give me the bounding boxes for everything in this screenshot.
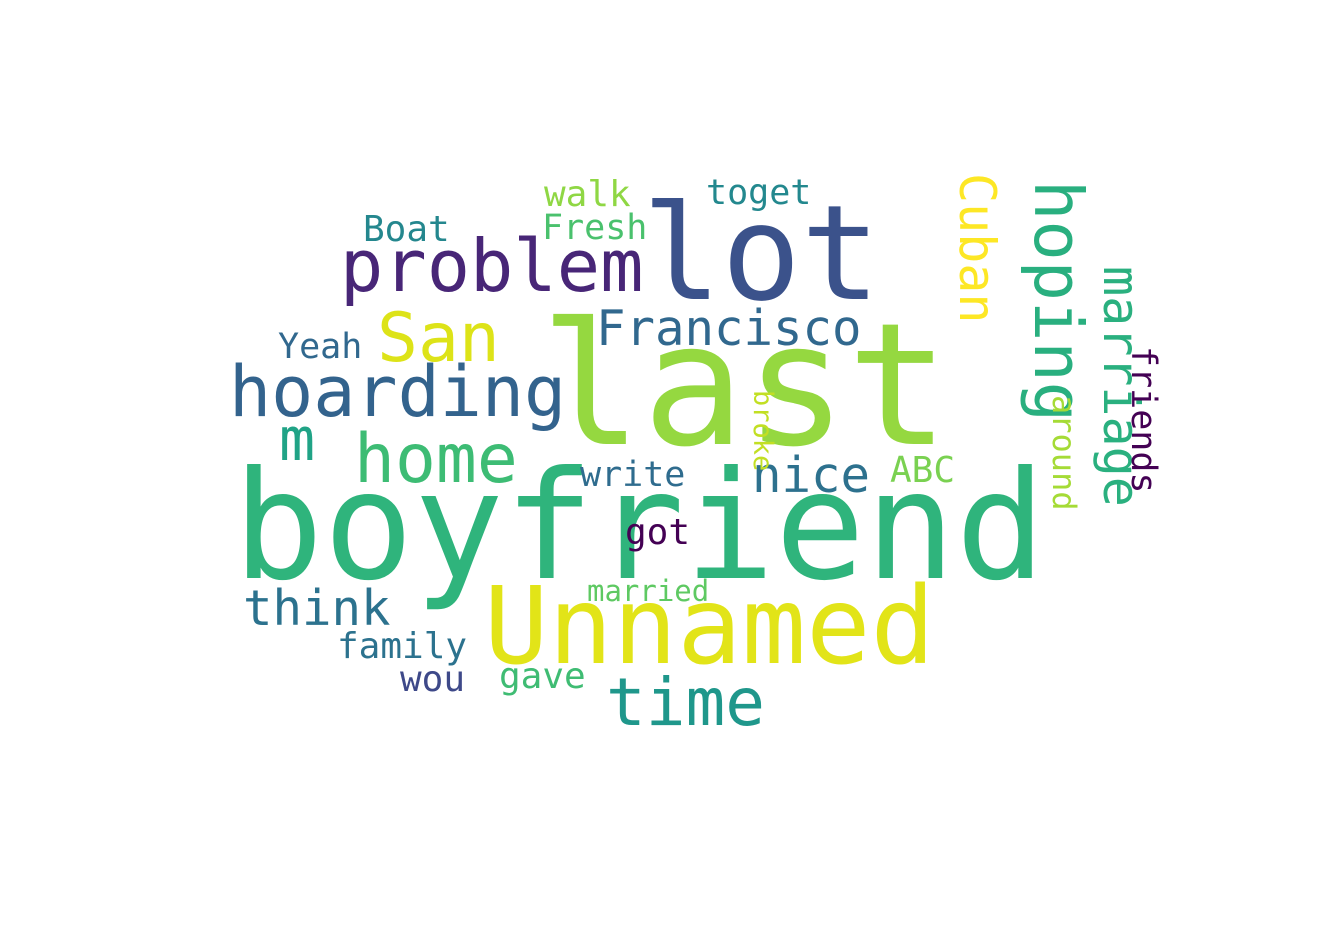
word-toget: toget [706,173,811,213]
word-problem: problem [340,224,643,308]
word-got: got [625,512,690,553]
word-write: write [580,455,685,495]
word-last: last [540,287,949,485]
word-gave: gave [499,656,586,697]
word-friends: friends [1123,346,1163,494]
word-fresh: Fresh [542,208,647,248]
word-wou: wou [400,659,465,700]
word-lot: lot [642,177,880,331]
word-hoping: hoping [1019,180,1097,422]
word-time: time [606,664,765,741]
word-m: m [279,405,315,475]
word-married: married [587,574,709,608]
word-hoarding: hoarding [229,351,566,433]
word-cuban: Cuban [948,173,1006,324]
word-broke: broke [747,390,778,471]
word-around: around [1045,395,1083,511]
word-nice: nice [752,447,870,504]
word-boyfriend: boyfriend [233,440,1046,614]
word-unnamed: Unnamed [484,565,935,689]
word-yeah: Yeah [278,327,362,367]
word-boat: Boat [363,209,450,250]
word-family: family [337,626,467,667]
word-abc: ABC [890,450,955,491]
word-marriage: marriage [1092,266,1150,507]
word-san: San [377,299,500,378]
word-walk: walk [544,174,631,215]
word-francisco: Francisco [596,300,862,357]
word-think: think [243,580,391,637]
word-home: home [354,420,518,499]
